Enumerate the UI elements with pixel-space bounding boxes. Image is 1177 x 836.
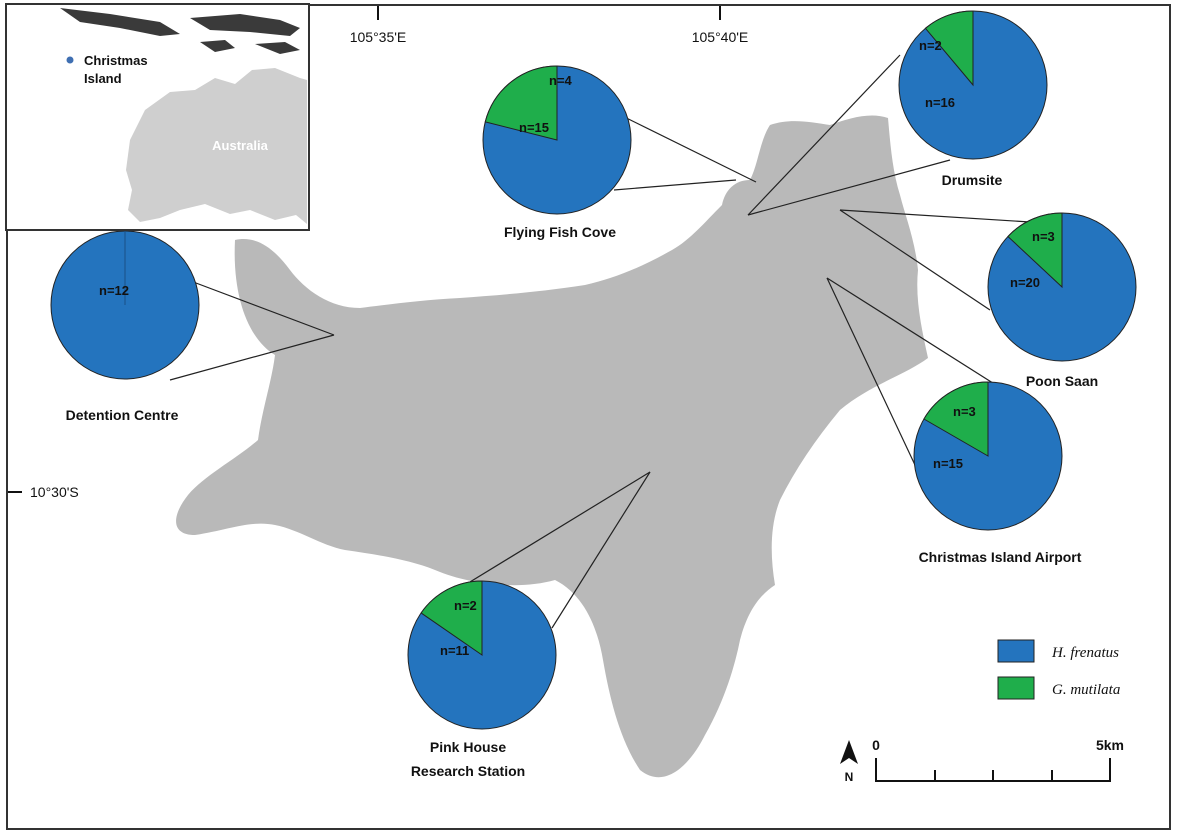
- pie-slice-g-mutilata: [1007, 212, 1063, 289]
- inset-australia-landmass: [126, 68, 307, 224]
- pie-pink-house: n=11 n=2: [407, 580, 557, 730]
- inset-indonesia-islands: [60, 8, 300, 54]
- longitude-label-105-40: 105°40'E: [692, 29, 749, 45]
- inset-label-australia: Australia: [212, 138, 268, 153]
- pie-slice-g-mutilata: [420, 580, 483, 656]
- christmas-island-landmass: [176, 115, 929, 778]
- pie-label-h-frenatus: n=20: [1010, 275, 1040, 290]
- site-label-flying-fish-cove: Flying Fish Cove: [504, 224, 616, 240]
- legend: H. frenatus G. mutilata: [997, 639, 1120, 700]
- scale-bar-start-label: 0: [872, 737, 880, 753]
- inset-locator-map: Christmas Island Australia: [5, 3, 310, 231]
- graticule: 105°35'E 105°40'E 10°30'S: [8, 6, 748, 500]
- site-label-poon-saan: Poon Saan: [1026, 373, 1098, 389]
- longitude-label-105-35: 105°35'E: [350, 29, 407, 45]
- pie-label-h-frenatus: n=15: [519, 120, 549, 135]
- pie-airport: n=15 n=3: [913, 381, 1063, 531]
- pie-flying-fish-cove: n=15 n=4: [482, 65, 632, 215]
- site-label-christmas-island-airport: Christmas Island Airport: [919, 549, 1082, 565]
- pie-label-g-mutilata: n=3: [1032, 229, 1055, 244]
- scale-bar-end-label: 5km: [1096, 737, 1124, 753]
- site-labels: Flying Fish Cove Drumsite Poon Saan Chri…: [66, 172, 1099, 779]
- pie-label-g-mutilata: n=3: [953, 404, 976, 419]
- inset-label-christmas: Christmas: [84, 53, 148, 68]
- legend-swatch-h-frenatus: [997, 639, 1035, 663]
- pie-label-h-frenatus: n=16: [925, 95, 955, 110]
- legend-swatch-g-mutilata: [997, 676, 1035, 700]
- christmas-island-location-dot: [66, 56, 74, 64]
- pie-poon-saan: n=20 n=3: [987, 212, 1137, 362]
- pie-drumsite: n=16 n=2: [898, 10, 1048, 160]
- pie-label-g-mutilata: n=2: [919, 38, 942, 53]
- north-arrow-label: N: [845, 770, 854, 784]
- inset-label-island: Island: [84, 71, 122, 86]
- latitude-label-10-30: 10°30'S: [30, 484, 79, 500]
- pie-slice-g-mutilata: [484, 65, 558, 141]
- pie-label-h-frenatus: n=12: [99, 283, 129, 298]
- pie-label-g-mutilata: n=4: [549, 73, 573, 88]
- pie-detention-centre: n=12: [50, 230, 200, 380]
- scale-bar: [875, 758, 1111, 782]
- legend-label-g-mutilata: G. mutilata: [1052, 682, 1120, 698]
- north-arrow-icon: N: [840, 740, 858, 784]
- site-label-pink-house-line1: Pink House: [430, 739, 506, 755]
- site-label-detention-centre: Detention Centre: [66, 407, 179, 423]
- pie-label-h-frenatus: n=15: [933, 456, 963, 471]
- legend-label-h-frenatus: H. frenatus: [1051, 645, 1119, 661]
- pie-label-h-frenatus: n=11: [440, 643, 469, 658]
- site-label-drumsite: Drumsite: [942, 172, 1003, 188]
- pie-slice-g-mutilata: [923, 381, 989, 457]
- pie-slice-g-mutilata: [924, 10, 974, 87]
- site-label-pink-house-line2: Research Station: [411, 763, 525, 779]
- site-pie-charts: n=15 n=4 n=16 n=2 n=20 n=3 n=15 n=3 n=12 n=11 n=2: [50, 10, 1137, 730]
- pie-label-g-mutilata: n=2: [454, 598, 477, 613]
